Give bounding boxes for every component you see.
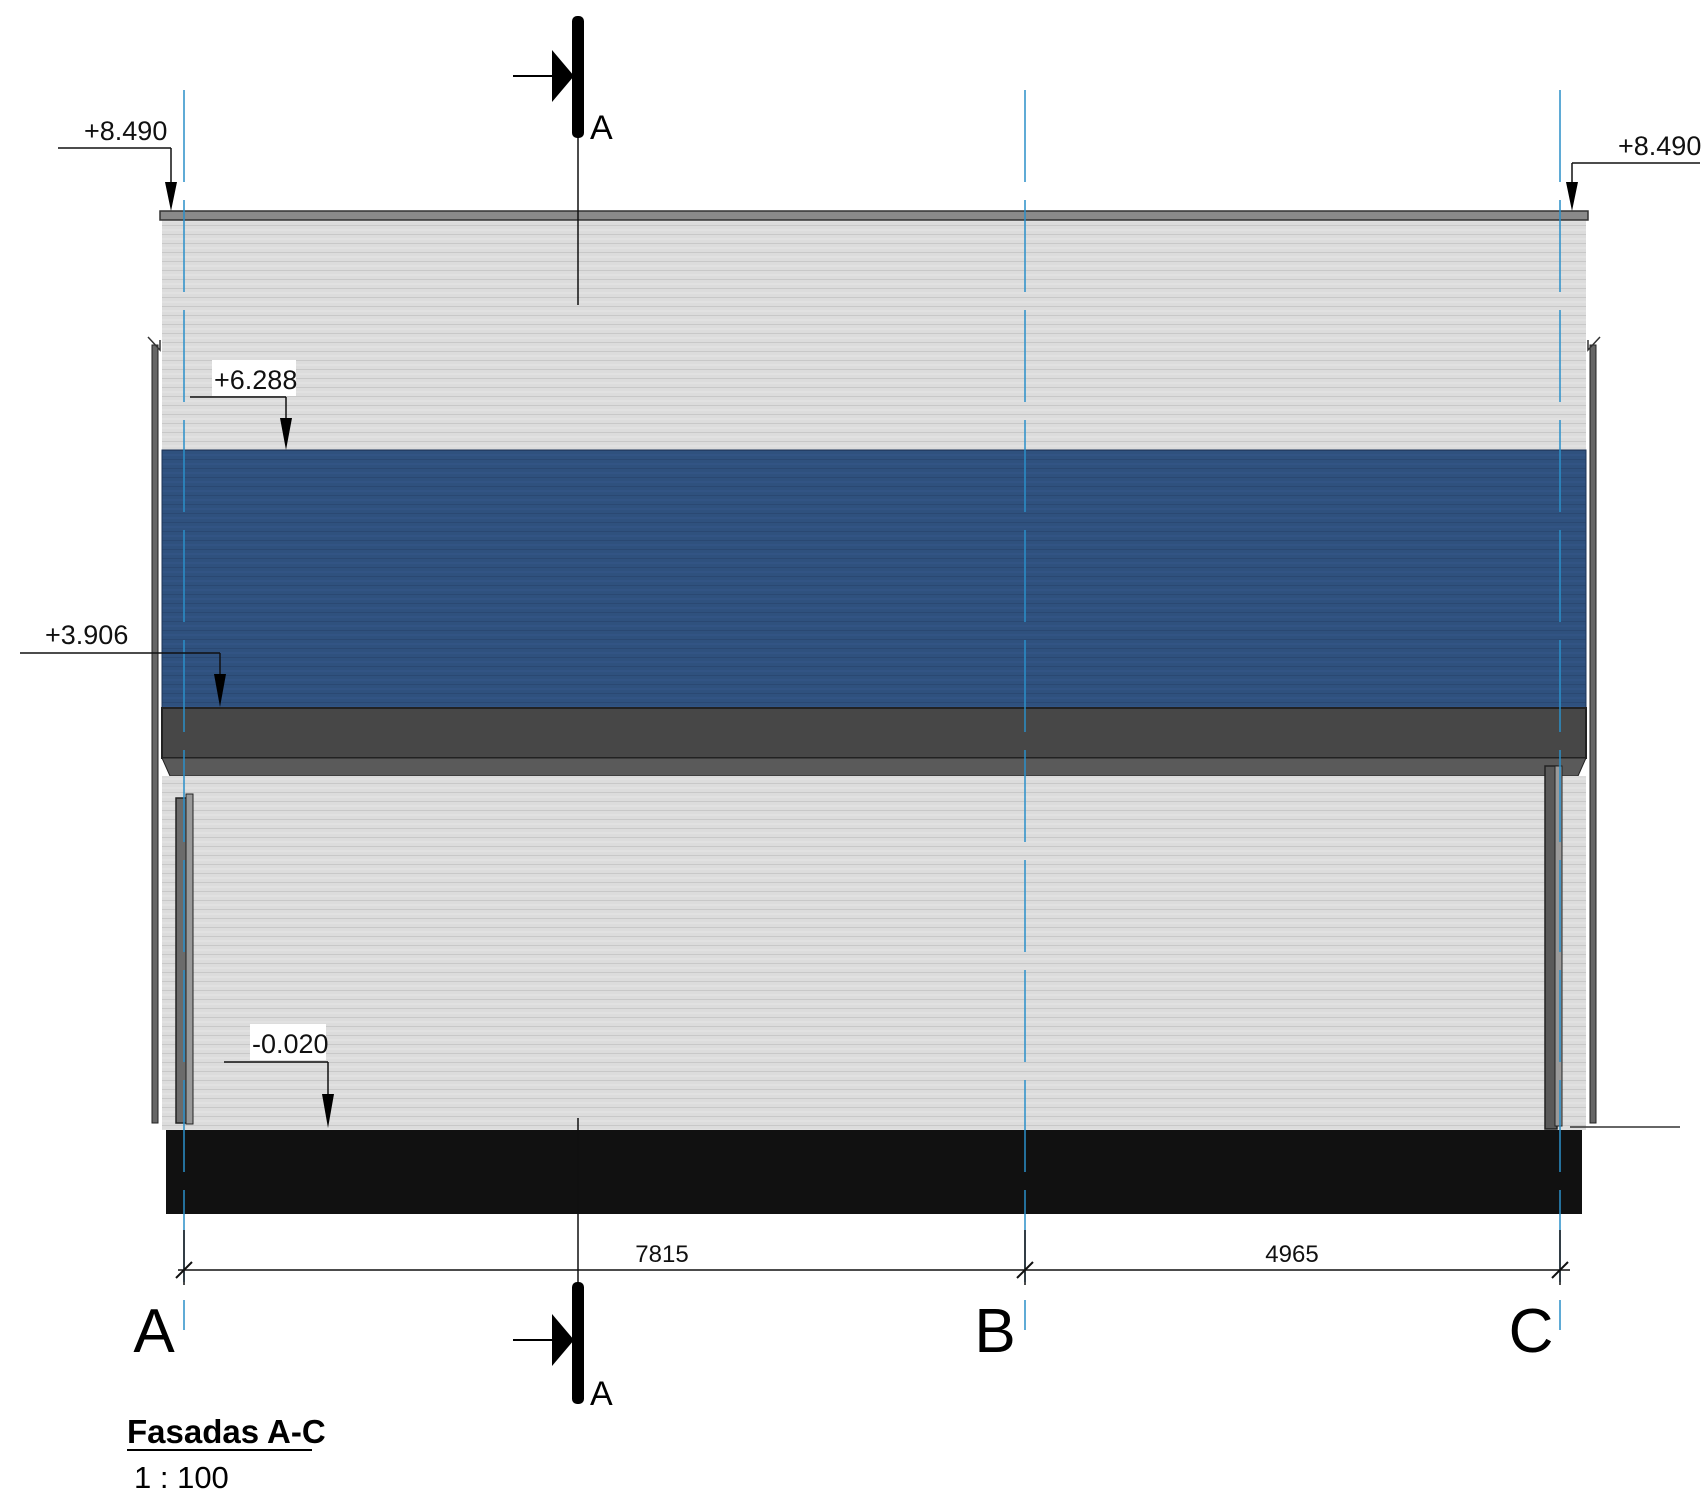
level-marker-mid-upper: +6.288 bbox=[190, 360, 297, 450]
section-label-top: A bbox=[590, 109, 613, 147]
roof-parapet bbox=[159, 210, 1589, 221]
level-label-ground: -0.020 bbox=[252, 1029, 329, 1059]
level-label-top-left: +8.490 bbox=[84, 116, 167, 146]
left-column-edge bbox=[185, 793, 194, 1125]
level-label-top-right: +8.490 bbox=[1618, 131, 1701, 161]
level-marker-top-left: +8.490 bbox=[58, 116, 177, 211]
dimension-label-ab: 7815 bbox=[635, 1241, 688, 1268]
drawing-title: Fasadas A-C bbox=[127, 1413, 326, 1450]
lower-cladding-panel bbox=[162, 776, 1586, 1130]
dimension-line bbox=[175, 1230, 1570, 1285]
level-arrow-icon bbox=[165, 182, 177, 211]
upper-cladding-panel bbox=[162, 219, 1586, 450]
canopy-soffit bbox=[161, 757, 1587, 777]
grid-label-b: B bbox=[974, 1297, 1015, 1366]
left-downpipe bbox=[151, 344, 159, 1124]
level-label-mid-lower: +3.906 bbox=[45, 620, 128, 650]
grid-label-a: A bbox=[133, 1297, 175, 1366]
level-marker-mid-lower: +3.906 bbox=[20, 620, 226, 707]
facade bbox=[147, 210, 1680, 1214]
dimension-tick bbox=[175, 1261, 193, 1279]
level-marker-ground: -0.020 bbox=[224, 1024, 334, 1128]
section-label-bottom: A bbox=[590, 1375, 613, 1413]
right-downpipe-head bbox=[1587, 336, 1601, 352]
canopy-band bbox=[161, 707, 1587, 759]
level-arrow-icon bbox=[322, 1094, 334, 1128]
level-marker-top-right: +8.490 bbox=[1566, 131, 1701, 211]
dimension-label-bc: 4965 bbox=[1265, 1241, 1318, 1268]
section-arrow-bottom bbox=[552, 1314, 574, 1366]
section-bar-top bbox=[572, 16, 584, 138]
level-arrow-icon bbox=[280, 418, 292, 450]
section-bar-bottom bbox=[572, 1282, 584, 1404]
section-marker: A A bbox=[513, 16, 613, 1413]
grid-label-c: C bbox=[1509, 1297, 1554, 1366]
level-label-mid-upper: +6.288 bbox=[214, 365, 297, 395]
dimension-tick bbox=[1551, 1261, 1569, 1279]
right-column-edge bbox=[1554, 765, 1563, 1127]
grid-lines bbox=[183, 90, 1561, 1330]
left-downpipe-head bbox=[147, 336, 161, 352]
plinth bbox=[166, 1130, 1582, 1214]
blue-cladding-band bbox=[161, 449, 1587, 709]
section-arrow-top bbox=[552, 50, 574, 102]
dimension-tick bbox=[1016, 1261, 1034, 1279]
level-arrow-icon bbox=[214, 674, 226, 707]
right-downpipe bbox=[1589, 344, 1597, 1124]
drawing-title-block: Fasadas A-C 1 : 100 bbox=[127, 1413, 326, 1495]
drawing-scale: 1 : 100 bbox=[134, 1460, 229, 1495]
level-arrow-icon bbox=[1566, 182, 1578, 211]
